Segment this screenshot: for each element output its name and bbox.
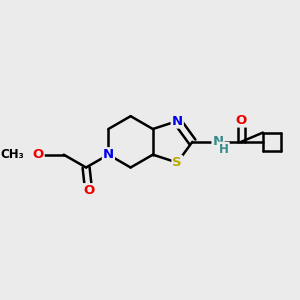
Text: N: N bbox=[103, 148, 114, 161]
Text: S: S bbox=[172, 156, 182, 169]
Text: N: N bbox=[172, 115, 183, 128]
Text: O: O bbox=[83, 184, 94, 197]
Text: O: O bbox=[32, 148, 44, 161]
Text: O: O bbox=[236, 113, 247, 127]
Text: N: N bbox=[212, 135, 224, 148]
Text: H: H bbox=[219, 142, 229, 156]
Text: CH₃: CH₃ bbox=[0, 148, 24, 161]
